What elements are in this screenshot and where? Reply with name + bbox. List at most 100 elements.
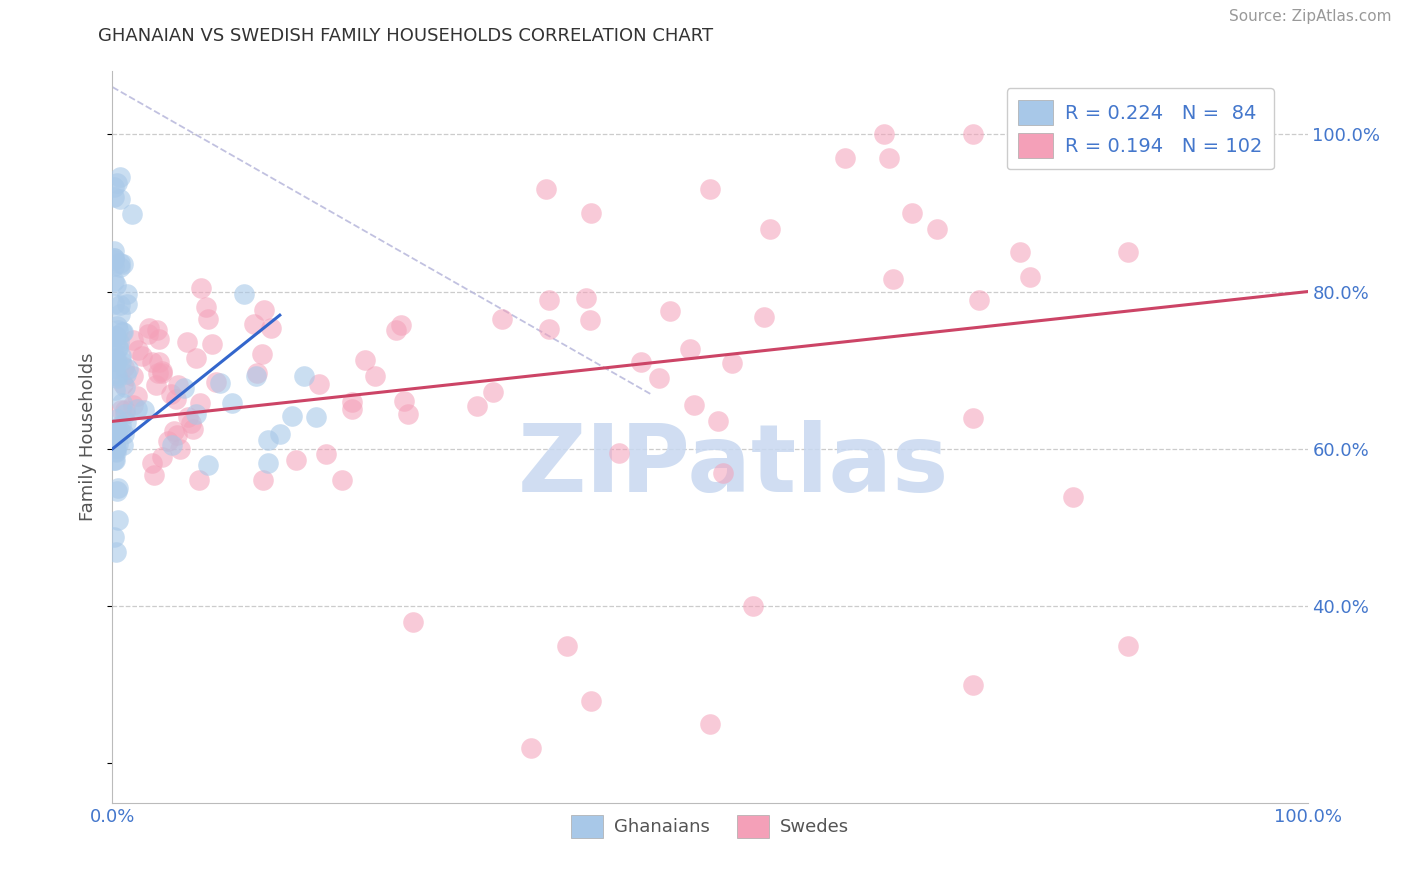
Point: [363, 369, 385, 384]
Point: [186, 407, 208, 421]
Point: [575, 291, 598, 305]
Point: [117, 362, 139, 376]
Point: [142, 468, 165, 483]
Point: [112, 427, 135, 442]
Point: [683, 398, 706, 412]
Point: [173, 381, 195, 395]
Point: [103, 352, 125, 367]
Point: [491, 312, 513, 326]
Point: [107, 481, 129, 495]
Point: [105, 545, 128, 559]
Point: [537, 321, 560, 335]
Point: [110, 349, 132, 363]
Point: [257, 456, 280, 470]
Point: [111, 326, 134, 340]
Point: [1118, 639, 1140, 653]
Point: [742, 599, 765, 614]
Point: [176, 335, 198, 350]
Point: [114, 380, 136, 394]
Point: [389, 318, 412, 332]
Point: [150, 450, 173, 464]
Point: [111, 376, 134, 391]
Point: [882, 272, 904, 286]
Point: [962, 678, 984, 692]
Point: [150, 363, 173, 377]
Point: [699, 182, 721, 196]
Point: [104, 444, 127, 458]
Point: [111, 257, 134, 271]
Point: [257, 433, 280, 447]
Point: [104, 335, 127, 350]
Point: [110, 425, 132, 439]
Point: [166, 392, 188, 407]
Point: [141, 354, 163, 368]
Point: [205, 375, 228, 389]
Point: [111, 438, 134, 452]
Point: [110, 354, 132, 368]
Point: [105, 318, 128, 333]
Point: [699, 717, 721, 731]
Point: [630, 354, 652, 368]
Legend: Ghanaians, Swedes: Ghanaians, Swedes: [564, 807, 856, 845]
Point: [105, 354, 128, 368]
Point: [103, 244, 125, 259]
Point: [711, 466, 734, 480]
Point: [127, 343, 149, 357]
Text: GHANAIAN VS SWEDISH FAMILY HOUSEHOLDS CORRELATION CHART: GHANAIAN VS SWEDISH FAMILY HOUSEHOLDS CO…: [98, 27, 714, 45]
Point: [108, 307, 131, 321]
Point: [305, 410, 328, 425]
Point: [180, 416, 202, 430]
Point: [962, 128, 984, 142]
Point: [647, 371, 669, 385]
Point: [250, 347, 273, 361]
Point: [105, 483, 128, 498]
Point: [111, 326, 134, 340]
Point: [707, 414, 730, 428]
Point: [392, 393, 415, 408]
Point: [103, 180, 125, 194]
Point: [110, 169, 132, 184]
Point: [108, 260, 131, 274]
Point: [481, 385, 503, 400]
Point: [115, 297, 138, 311]
Point: [162, 438, 183, 452]
Point: [721, 356, 744, 370]
Point: [1118, 245, 1140, 260]
Point: [579, 312, 602, 326]
Point: [148, 355, 170, 369]
Point: [107, 340, 129, 354]
Point: [534, 182, 557, 196]
Point: [188, 396, 211, 410]
Point: [108, 255, 131, 269]
Point: [169, 442, 191, 456]
Point: [114, 407, 136, 421]
Point: [104, 354, 127, 368]
Point: [131, 349, 153, 363]
Point: [579, 693, 602, 707]
Point: [555, 639, 578, 653]
Point: [679, 342, 702, 356]
Point: [107, 322, 129, 336]
Point: [103, 452, 125, 467]
Point: [176, 410, 198, 425]
Point: [108, 192, 131, 206]
Point: [1062, 490, 1084, 504]
Point: [245, 369, 267, 384]
Point: [104, 329, 127, 343]
Point: [284, 452, 307, 467]
Point: [105, 177, 128, 191]
Point: [114, 403, 136, 417]
Point: [879, 151, 901, 165]
Point: [107, 437, 129, 451]
Point: [103, 251, 125, 265]
Point: [125, 389, 148, 403]
Point: [184, 351, 207, 366]
Point: [962, 410, 984, 425]
Point: [308, 376, 330, 391]
Point: [759, 221, 782, 235]
Point: [607, 445, 630, 459]
Point: [105, 425, 128, 440]
Point: [166, 428, 188, 442]
Y-axis label: Family Households: Family Households: [79, 353, 97, 521]
Point: [156, 434, 179, 449]
